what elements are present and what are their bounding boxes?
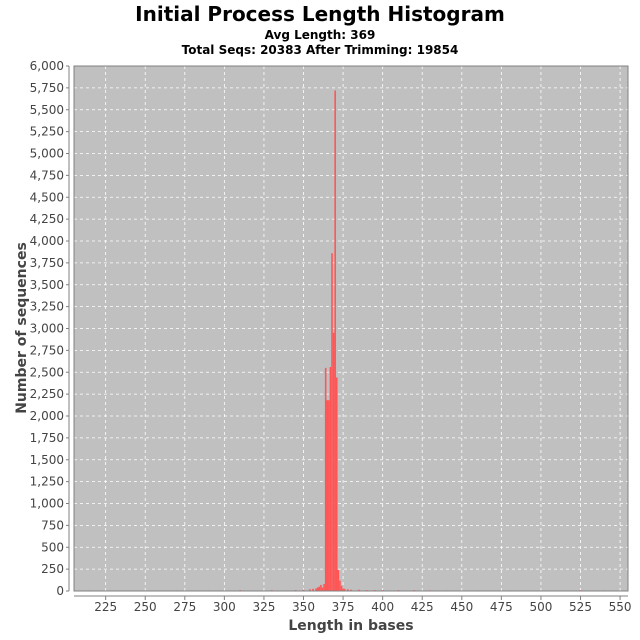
histogram-bar [321, 587, 324, 591]
y-tick-label: 1,250 [30, 475, 64, 489]
x-tick-label: 325 [252, 600, 275, 614]
histogram-bar [332, 332, 335, 591]
histogram-bar [343, 588, 346, 591]
histogram-bar [339, 580, 341, 591]
histogram-bar [315, 588, 317, 591]
histogram-bar [342, 588, 344, 591]
histogram-bar [320, 584, 322, 591]
histogram-bar [312, 588, 314, 591]
y-tick-label: 250 [41, 562, 64, 576]
x-axis-ticks: 225 250 275 300 325 350 375 400 425 450 475 500 525 5… [94, 596, 632, 614]
bars [89, 90, 606, 591]
histogram-bar [334, 90, 336, 591]
histogram-bar [358, 589, 360, 591]
y-tick-label: 1,000 [30, 497, 64, 511]
x-tick-label: 375 [332, 600, 355, 614]
histogram-bar [331, 253, 333, 591]
x-tick-label: 475 [490, 600, 513, 614]
chart-subtitle-total-seqs: Total Seqs: 20383 After Trimming: 19854 [182, 43, 459, 57]
x-tick-label: 425 [411, 600, 434, 614]
y-tick-label: 5,750 [30, 81, 64, 95]
y-tick-label: 5,500 [30, 103, 64, 117]
histogram-bar [329, 367, 332, 591]
grid-lines [74, 66, 628, 591]
histogram-bar [302, 589, 305, 591]
y-tick-label: 4,500 [30, 190, 64, 204]
y-tick-label: 3,500 [30, 278, 64, 292]
y-tick-label: 4,250 [30, 212, 64, 226]
y-tick-label: 2,500 [30, 365, 64, 379]
y-tick-label: 500 [41, 540, 64, 554]
y-tick-label: 3,000 [30, 322, 64, 336]
y-tick-label: 4,750 [30, 168, 64, 182]
histogram-bar [340, 585, 343, 591]
y-axis-label: Number of sequences [14, 242, 30, 414]
y-tick-label: 750 [41, 518, 64, 532]
chart-title: Initial Process Length Histogram [135, 2, 505, 26]
chart-subtitle-avg-length: Avg Length: 369 [265, 28, 376, 42]
histogram-bar [328, 400, 330, 591]
histogram-bar [316, 587, 319, 591]
y-tick-label: 2,250 [30, 387, 64, 401]
histogram-bar [323, 584, 325, 591]
histogram-bar [337, 570, 340, 591]
y-tick-label: 3,750 [30, 256, 64, 270]
x-axis-label: Length in bases [288, 618, 413, 634]
y-tick-label: 5,250 [30, 125, 64, 139]
plot-border [73, 65, 629, 592]
y-tick-label: 5,000 [30, 147, 64, 161]
x-tick-label: 500 [529, 600, 552, 614]
y-tick-label: 1,750 [30, 431, 64, 445]
y-tick-label: 2,750 [30, 343, 64, 357]
x-tick-label: 450 [450, 600, 473, 614]
y-tick-label: 0 [56, 584, 64, 598]
x-tick-label: 250 [134, 600, 157, 614]
x-tick-label: 350 [292, 600, 315, 614]
histogram-bar [335, 377, 338, 591]
histogram-bar [350, 589, 352, 591]
x-tick-label: 300 [213, 600, 236, 614]
histogram-bar [326, 400, 329, 591]
y-tick-label: 2,000 [30, 409, 64, 423]
histogram-bar [309, 589, 311, 591]
x-tick-label: 400 [371, 600, 394, 614]
histogram-bar [318, 586, 321, 591]
x-tick-label: 525 [569, 600, 592, 614]
x-tick-label: 225 [94, 600, 117, 614]
y-tick-label: 3,250 [30, 300, 64, 314]
y-tick-label: 1,500 [30, 453, 64, 467]
x-tick-label: 275 [173, 600, 196, 614]
histogram-bar [324, 367, 327, 591]
y-tick-label: 4,000 [30, 234, 64, 248]
y-tick-label: 6,000 [30, 59, 64, 73]
histogram-bar [347, 589, 349, 591]
x-tick-label: 550 [609, 600, 632, 614]
y-axis-ticks: 0 250 500 750 1,000 1,250 1,500 1,750 2,000 2,250… [30, 59, 69, 598]
